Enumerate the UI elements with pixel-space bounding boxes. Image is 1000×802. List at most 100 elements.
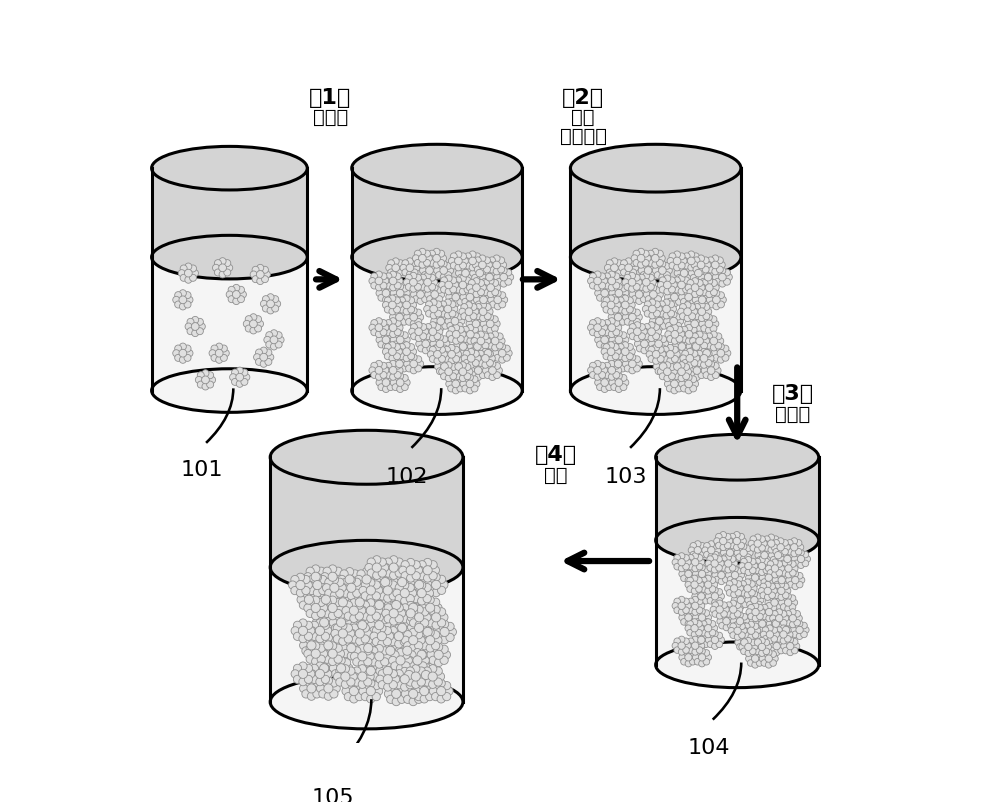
Circle shape <box>608 336 615 343</box>
Circle shape <box>707 597 714 604</box>
Circle shape <box>311 649 320 658</box>
Circle shape <box>660 370 667 376</box>
Circle shape <box>404 609 412 618</box>
Circle shape <box>327 590 335 598</box>
Circle shape <box>666 385 673 392</box>
Circle shape <box>638 274 645 282</box>
Circle shape <box>692 649 698 655</box>
Circle shape <box>601 302 608 309</box>
Circle shape <box>430 340 437 347</box>
Circle shape <box>443 340 450 347</box>
Circle shape <box>366 672 374 681</box>
Circle shape <box>678 350 685 357</box>
Circle shape <box>652 261 659 268</box>
Circle shape <box>404 672 412 681</box>
Circle shape <box>384 604 392 612</box>
Circle shape <box>355 601 363 610</box>
Circle shape <box>755 616 761 622</box>
Circle shape <box>718 578 725 585</box>
Circle shape <box>690 650 696 656</box>
Circle shape <box>448 289 455 296</box>
Circle shape <box>756 651 763 658</box>
Circle shape <box>736 577 743 583</box>
Circle shape <box>654 272 661 278</box>
Circle shape <box>613 371 620 379</box>
Circle shape <box>219 257 226 265</box>
Circle shape <box>395 646 404 655</box>
Circle shape <box>698 296 706 304</box>
Circle shape <box>741 614 748 620</box>
Text: 105: 105 <box>312 788 354 802</box>
Circle shape <box>187 318 194 326</box>
Circle shape <box>418 561 426 569</box>
Circle shape <box>690 385 697 392</box>
Circle shape <box>455 373 462 379</box>
Circle shape <box>353 616 361 624</box>
Circle shape <box>336 650 345 658</box>
Circle shape <box>457 326 464 333</box>
Circle shape <box>666 289 673 296</box>
Circle shape <box>678 596 685 603</box>
Circle shape <box>485 343 491 350</box>
Circle shape <box>429 622 437 630</box>
Circle shape <box>408 297 415 304</box>
Circle shape <box>382 610 390 618</box>
Circle shape <box>785 544 791 551</box>
Circle shape <box>257 265 264 271</box>
Circle shape <box>416 279 423 286</box>
Circle shape <box>390 330 397 338</box>
Circle shape <box>359 687 367 695</box>
Circle shape <box>403 336 410 343</box>
Circle shape <box>320 618 329 627</box>
Circle shape <box>367 674 375 683</box>
Circle shape <box>190 265 197 272</box>
Circle shape <box>328 649 337 658</box>
Circle shape <box>466 368 473 375</box>
Circle shape <box>653 363 660 370</box>
Circle shape <box>320 672 328 680</box>
Circle shape <box>390 271 397 277</box>
Circle shape <box>617 353 624 360</box>
Circle shape <box>662 318 669 325</box>
Circle shape <box>692 253 699 260</box>
Circle shape <box>361 624 369 632</box>
Circle shape <box>374 666 383 675</box>
Circle shape <box>688 547 695 553</box>
Circle shape <box>685 343 692 350</box>
Circle shape <box>411 672 420 681</box>
Circle shape <box>480 345 487 352</box>
Circle shape <box>421 670 430 679</box>
Circle shape <box>716 613 723 619</box>
Circle shape <box>401 341 408 348</box>
Circle shape <box>783 621 789 627</box>
Circle shape <box>367 652 376 661</box>
Circle shape <box>338 584 346 592</box>
Circle shape <box>694 610 701 617</box>
Circle shape <box>674 563 681 570</box>
Circle shape <box>625 257 632 265</box>
Circle shape <box>648 334 655 342</box>
Circle shape <box>660 345 667 352</box>
Circle shape <box>687 367 694 374</box>
Circle shape <box>770 651 776 658</box>
Circle shape <box>692 553 698 559</box>
Circle shape <box>711 581 718 588</box>
Circle shape <box>624 283 631 290</box>
Circle shape <box>660 357 667 363</box>
Circle shape <box>720 549 727 556</box>
Circle shape <box>313 646 321 655</box>
Circle shape <box>179 303 186 310</box>
Circle shape <box>416 340 423 347</box>
Circle shape <box>751 590 758 597</box>
Circle shape <box>712 587 718 593</box>
Circle shape <box>323 598 331 606</box>
Circle shape <box>698 642 705 649</box>
Circle shape <box>466 300 473 307</box>
Circle shape <box>676 274 683 282</box>
Circle shape <box>299 601 308 610</box>
Circle shape <box>633 274 640 282</box>
Circle shape <box>367 558 375 566</box>
Circle shape <box>777 599 784 606</box>
Circle shape <box>793 560 800 567</box>
Circle shape <box>339 584 348 592</box>
